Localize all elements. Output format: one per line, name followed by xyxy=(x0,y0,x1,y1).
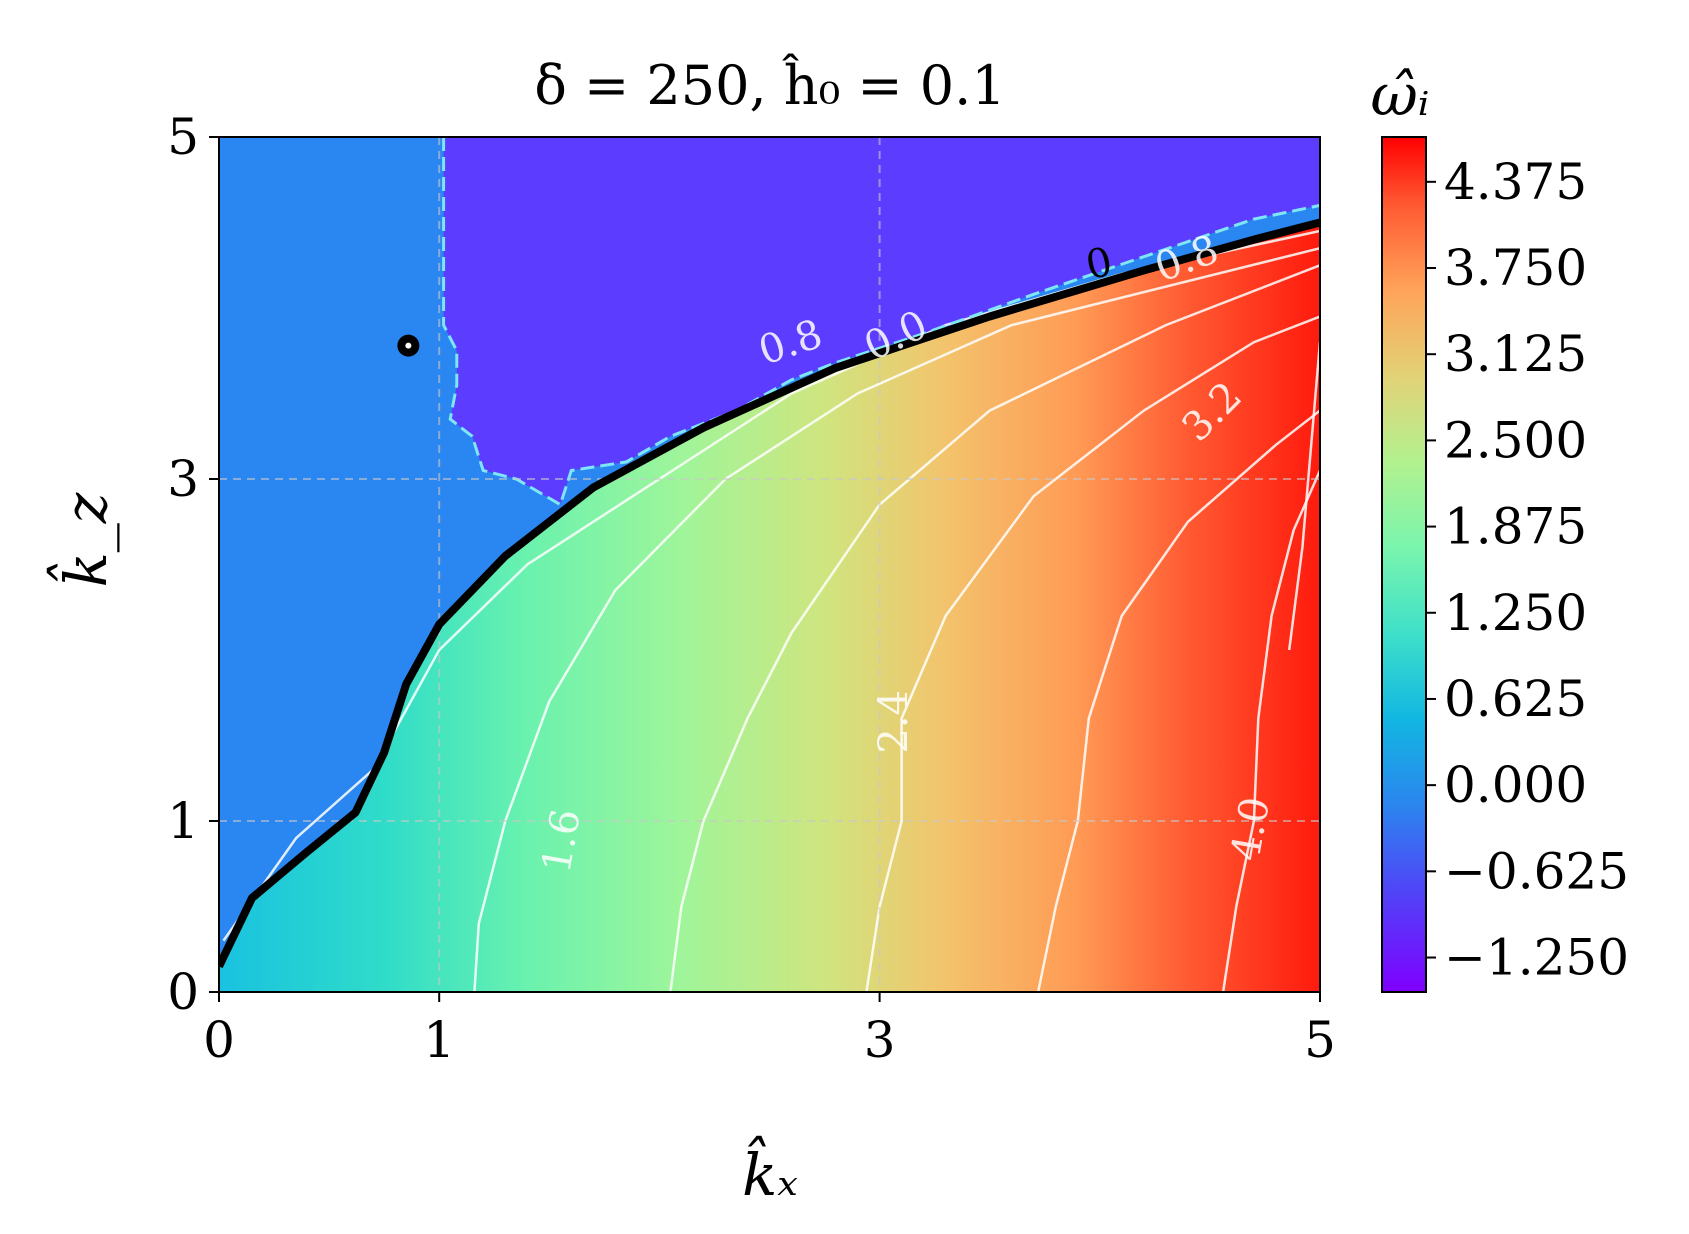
colorbar-ticks: 4.375 3.750 3.125 2.500 1.875 1.250 0.625 0.000… xyxy=(1426,153,1629,987)
colorbar-tick-label-0: 4.375 xyxy=(1444,153,1587,211)
x-axis-label: k̂ₓ xyxy=(742,1135,798,1209)
y-tick-label-0: 0 xyxy=(167,963,199,1021)
isoline-1 xyxy=(473,246,1320,992)
y-tick-label-2: 3 xyxy=(167,450,199,508)
colorbar-tick-label-5: 1.250 xyxy=(1444,584,1587,642)
plot-frame xyxy=(218,136,1321,993)
isoline-2 xyxy=(669,264,1320,992)
isoline-6 xyxy=(1287,342,1320,651)
colorbar-tick-label-1: 3.750 xyxy=(1444,239,1587,297)
x-tick-label-3: 5 xyxy=(1304,1011,1336,1069)
colorbar xyxy=(1381,136,1427,993)
isoline-4 xyxy=(1036,409,1320,992)
colorbar-tick-label-9: −1.250 xyxy=(1444,929,1629,987)
zero-contour-line xyxy=(219,218,1320,969)
colorbar-tick-label-3: 2.500 xyxy=(1444,411,1587,469)
x-tick-label-0: 0 xyxy=(203,1011,235,1069)
y-tick-label-3: 5 xyxy=(167,108,199,166)
chart-title: δ = 250, ĥ₀ = 0.1 xyxy=(534,53,1005,117)
plot-area: 0.8 0.00 0.81.62.43.24.0 xyxy=(219,137,1320,992)
dashed-region xyxy=(443,137,1320,505)
markers xyxy=(397,334,420,357)
colorbar-label: ω̂ᵢ xyxy=(1371,61,1430,129)
dashed-contour-line xyxy=(442,137,1320,507)
contour-label-7: 4.0 xyxy=(1223,794,1279,865)
y-tick-label-1: 1 xyxy=(167,792,199,850)
colorbar-tick-label-7: 0.000 xyxy=(1444,756,1587,814)
contour-label-5: 2.4 xyxy=(871,690,917,754)
colorbar-tick-label-2: 3.125 xyxy=(1444,325,1587,383)
x-tick-label-2: 3 xyxy=(864,1011,896,1069)
colorbar-tick-label-6: 0.625 xyxy=(1444,670,1587,728)
x-axis-ticks: 0 1 3 5 xyxy=(203,992,1336,1069)
y-axis-ticks: 0 1 3 5 xyxy=(167,108,219,1021)
x-tick-label-1: 1 xyxy=(423,1011,455,1069)
grid-lines xyxy=(219,137,1320,992)
colorbar-tick-label-8: −0.625 xyxy=(1444,842,1629,900)
contour-label-4: 1.6 xyxy=(534,806,590,877)
marker-center-0 xyxy=(405,342,412,349)
y-axis-label: k̂_z xyxy=(46,492,120,587)
isoline-5 xyxy=(1221,469,1320,992)
colorbar-tick-label-4: 1.875 xyxy=(1444,498,1587,556)
isoline-3 xyxy=(865,315,1320,992)
